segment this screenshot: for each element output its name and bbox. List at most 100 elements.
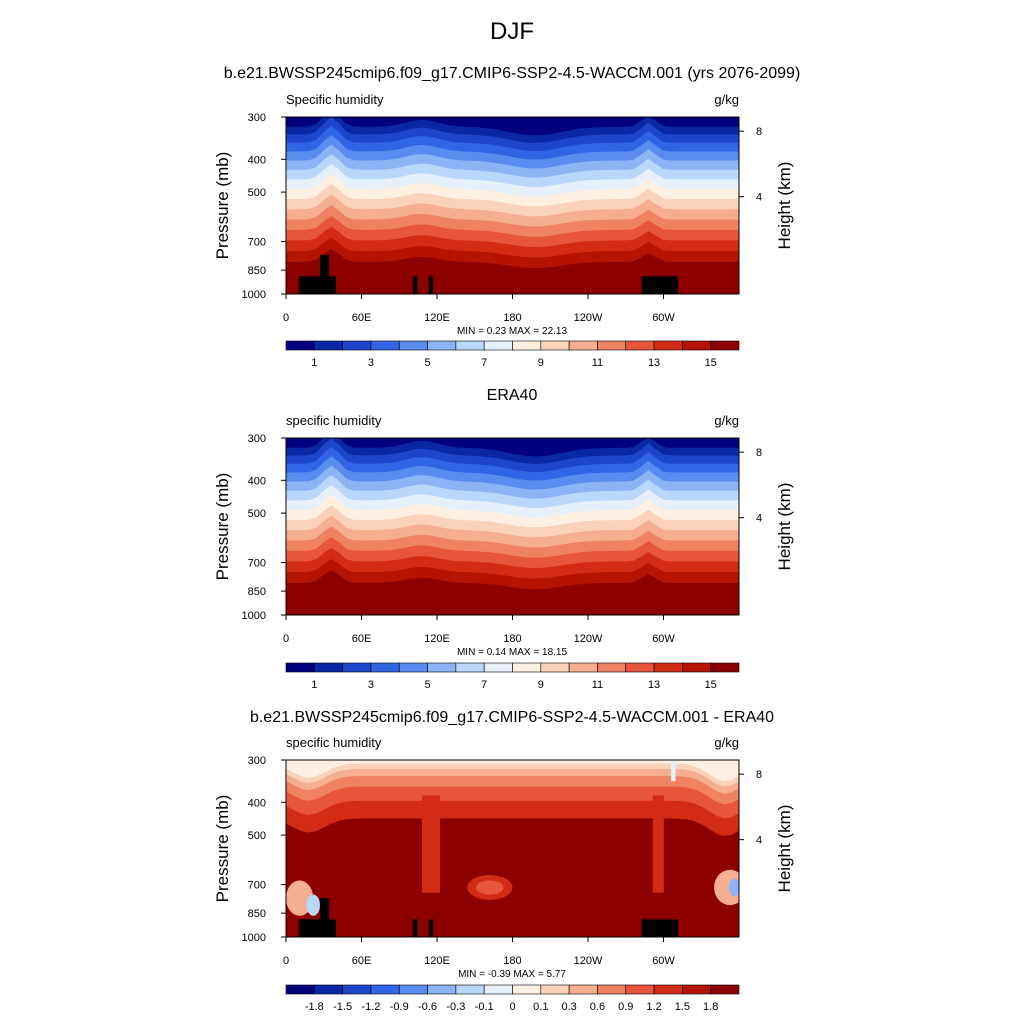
x-tick-label: 60E [352,312,372,324]
colorbar-swatch [427,340,457,351]
x-tick-label: 0 [283,955,289,967]
right-tick-label: 8 [756,126,762,138]
contour-band [306,894,320,916]
y-axis-title: Pressure (mb) [213,795,232,903]
y-tick-label: 1000 [242,932,266,944]
colorbar-swatch [625,984,655,995]
contour-band [421,795,433,893]
y-axis-title: Pressure (mb) [213,152,232,260]
x-tick-label: 60W [652,312,675,324]
colorbar-swatch [653,662,683,673]
contour-band [476,880,504,895]
colorbar-label: 11 [592,679,603,691]
contour-band [286,760,739,782]
colorbar-label: 0 [509,1001,515,1013]
contour-band [286,117,739,136]
colorbar-swatch [540,340,570,351]
x-tick-label: 180 [503,633,521,645]
colorbar-swatch [625,662,655,673]
panel-title: b.e21.BWSSP245cmip6.f09_g17.CMIP6-SSP2-4… [224,65,801,82]
colorbar-swatch [710,340,740,351]
y-axis-title: Pressure (mb) [213,473,232,581]
colorbar-swatch [682,340,711,351]
y-tick-label: 500 [248,508,266,520]
colorbar-label: 13 [648,679,660,691]
colorbar: 1 3 5 7 9 11 13 15 [285,340,740,369]
units-label: g/kg [714,735,739,750]
colorbar-label: -1.8 [305,1001,324,1013]
y-tick-label: 500 [248,830,266,842]
colorbar-label: 7 [481,679,487,691]
colorbar-label: 3 [368,679,374,691]
colorbar-swatch [342,340,372,351]
variable-label: specific humidity [286,413,382,428]
contour-band [286,438,739,457]
x-tick-label: 0 [283,312,289,324]
right-axis-title: Height (km) [775,805,794,893]
colorbar-label: 1 [311,357,317,369]
colorbar: -1.8 -1.5 -1.2 -0.9 -0.6 -0.3 -0.1 0 0.1 0.3 0.6 0.… [285,984,740,1013]
colorbar-swatch [427,984,457,995]
colorbar-swatch [370,984,400,995]
min-max-stats: MIN = 0.14 MAX = 18.15 [457,647,567,658]
x-tick-label: 60E [352,633,372,645]
right-tick-label: 4 [756,192,762,204]
topography-block [324,919,336,937]
panel-title: ERA40 [487,387,538,404]
colorbar-swatch [682,984,711,995]
right-axis-title: Height (km) [775,162,794,250]
topography-block [412,919,418,937]
x-tick-label: 120W [574,955,603,967]
y-tick-label: 400 [248,154,266,166]
colorbar-swatch [370,662,400,673]
units-label: g/kg [714,92,739,107]
colorbar-swatch [597,340,627,351]
panel-title: b.e21.BWSSP245cmip6.f09_g17.CMIP6-SSP2-4… [250,709,774,726]
units-label: g/kg [714,413,739,428]
colorbar-swatch [512,340,542,351]
x-tick-label: 60W [652,955,675,967]
right-axis-title: Height (km) [775,483,794,571]
x-tick-label: 120W [574,312,603,324]
x-tick-label: 60W [652,633,675,645]
colorbar-swatch [597,984,627,995]
x-tick-label: 120E [424,633,450,645]
colorbar-label: 1 [311,679,317,691]
right-tick-label: 8 [756,447,762,459]
colorbar-swatch [314,340,343,351]
topography-block [428,276,434,294]
colorbar-label: 0.3 [561,1001,576,1013]
colorbar-swatch [710,662,740,673]
min-max-stats: MIN = 0.23 MAX = 22.13 [457,326,567,337]
y-tick-label: 300 [248,112,266,124]
colorbar-label: 9 [538,357,544,369]
colorbar-label: 15 [705,357,717,369]
x-tick-label: 120E [424,955,450,967]
topography-block [641,276,678,294]
contour-band [430,795,441,893]
colorbar-swatch [653,340,683,351]
contour-field [286,117,739,294]
panel-1: b.e21.BWSSP245cmip6.f09_g17.CMIP6-SSP2-4… [213,65,800,369]
variable-label: Specific humidity [286,92,384,107]
colorbar-label: 5 [425,357,431,369]
colorbar: 1 3 5 7 9 11 13 15 [285,662,740,691]
contour-band [286,760,739,787]
colorbar-swatch [512,984,542,995]
colorbar-swatch [398,984,428,995]
x-tick-label: 0 [283,633,289,645]
x-tick-label: 60E [352,955,372,967]
colorbar-label: 0.6 [590,1001,605,1013]
right-tick-label: 8 [756,769,762,781]
y-tick-label: 500 [248,187,266,199]
colorbar-swatch [285,984,315,995]
x-tick-label: 120W [574,633,603,645]
y-tick-label: 700 [248,880,266,892]
colorbar-swatch [455,662,485,673]
topography-block [428,919,434,937]
y-tick-label: 700 [248,558,266,570]
colorbar-swatch [682,662,711,673]
topography-block [319,898,330,937]
right-tick-label: 4 [756,835,762,847]
colorbar-label: 11 [592,357,603,369]
